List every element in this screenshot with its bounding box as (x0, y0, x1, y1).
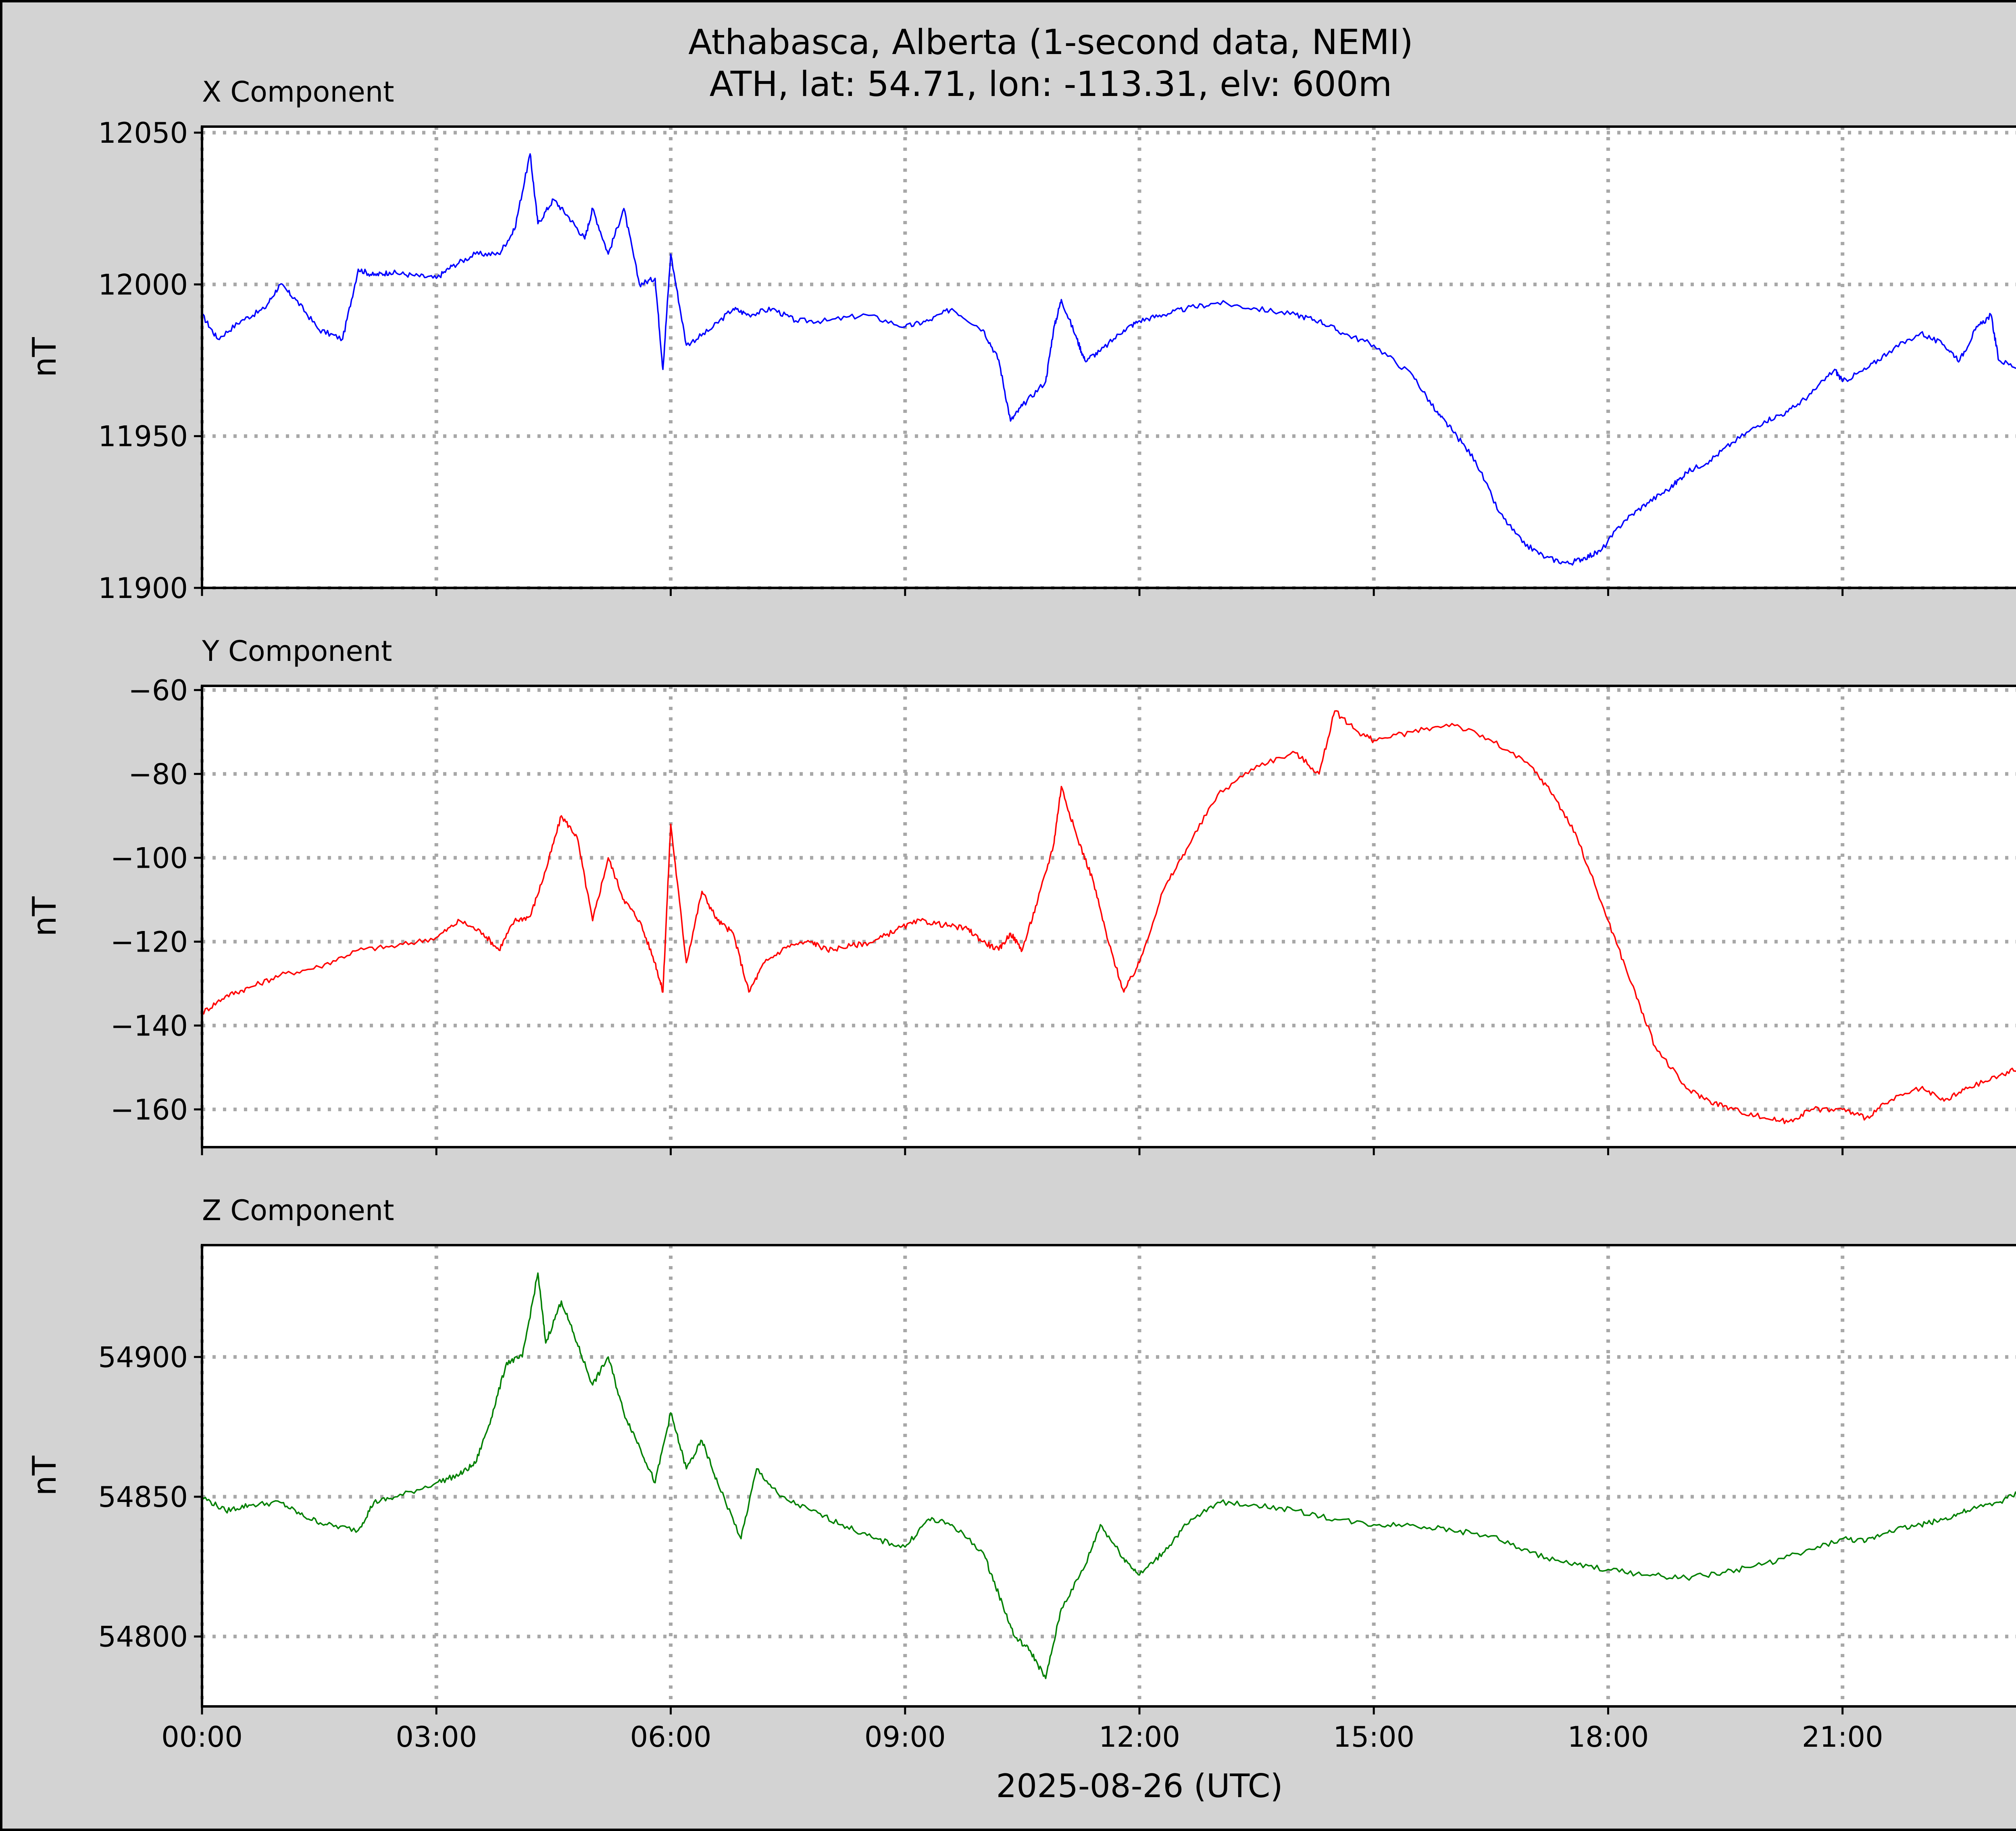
y-tick-label-y-4: −80 (128, 758, 188, 791)
plot-area-z (201, 1244, 2016, 1708)
panel-title-y: Y Component (202, 635, 392, 668)
x-tick-label-6: 18:00 (1568, 1721, 1649, 1754)
y-tick-label-z-1: 54850 (98, 1481, 188, 1514)
x-tick-label-3: 09:00 (864, 1721, 946, 1754)
panels: 11900 11950 12000 12050 X Component nT −160 −14… (26, 75, 2016, 1805)
panel-x: 11900 11950 12000 12050 X Component nT (26, 75, 2016, 605)
y-tick-label-y-3: −100 (110, 842, 188, 875)
panel-title-x: X Component (202, 75, 394, 108)
x-tick-label-1: 03:00 (396, 1721, 477, 1754)
panel-z: 54800 54850 54900 Z Component nT 00:00 03:00 06… (26, 1194, 2016, 1805)
x-tick-label-5: 15:00 (1333, 1721, 1414, 1754)
y-tick-label-x-1: 11950 (98, 420, 188, 453)
panel-title-z: Z Component (202, 1194, 394, 1227)
y-tick-label-y-2: −120 (110, 925, 188, 958)
y-axis-label-z: nT (26, 1455, 63, 1496)
y-tick-label-y-1: −140 (110, 1009, 188, 1042)
series-line-z (201, 1272, 2016, 1679)
y-tick-label-z-0: 54800 (98, 1621, 188, 1654)
x-tick-label-2: 06:00 (630, 1721, 712, 1754)
y-tick-label-y-0: −160 (110, 1093, 188, 1126)
figure-title-line2: ATH, lat: 54.71, lon: -113.31, elv: 600m (710, 64, 1392, 104)
y-tick-label-x-0: 11900 (98, 572, 188, 605)
panel-y: −160 −140 −120 −100 −80 −60 Y Component nT (26, 635, 2016, 1155)
plot-area-x (201, 125, 2016, 589)
x-axis-label: 2025-08-26 (UTC) (996, 1767, 1283, 1805)
y-axis-label-x: nT (26, 337, 63, 377)
y-tick-label-y-5: −60 (128, 674, 188, 707)
y-tick-label-x-3: 12050 (98, 117, 188, 150)
x-tick-label-7: 21:00 (1802, 1721, 1883, 1754)
series-line-x (202, 153, 2016, 566)
x-tick-label-0: 00:00 (161, 1721, 243, 1754)
x-tick-label-4: 12:00 (1099, 1721, 1180, 1754)
y-tick-label-x-2: 12000 (98, 268, 188, 301)
figure-title-line1: Athabasca, Alberta (1-second data, NEMI) (688, 22, 1413, 62)
series-line-y (202, 710, 2016, 1125)
y-axis-label-y: nT (26, 896, 63, 937)
plot-area-y (201, 685, 2016, 1148)
y-tick-label-z-2: 54900 (98, 1341, 188, 1374)
